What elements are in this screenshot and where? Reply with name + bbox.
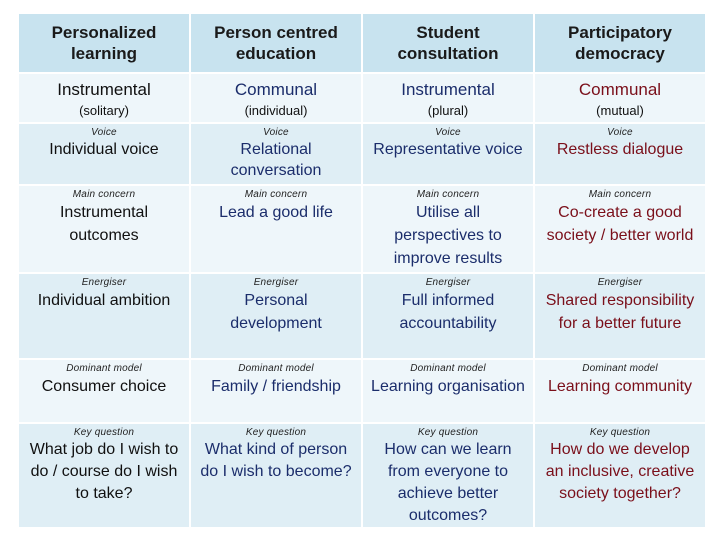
energiser-cell: Energiser Individual ambition xyxy=(17,272,191,360)
type-main: Communal xyxy=(578,80,662,99)
row-label: Main concern xyxy=(244,189,308,200)
cell-value: Individual voice xyxy=(49,141,159,158)
type-sub: (solitary) xyxy=(79,103,129,118)
row-label: Dominant model xyxy=(582,363,658,374)
cell-value: How do we develop an inclusive, creative… xyxy=(545,441,695,502)
main-concern-row: Main concern Instrumental outcomes Main c… xyxy=(17,184,707,274)
row-label: Main concern xyxy=(72,189,136,200)
cell-value: Lead a good life xyxy=(219,204,333,221)
row-label: Voice xyxy=(435,127,461,138)
type-main: Instrumental xyxy=(401,80,495,99)
comparison-table: Personalized learning Person centred edu… xyxy=(17,12,707,529)
header-cell: Student consultation xyxy=(361,12,535,74)
row-label: Voice xyxy=(607,127,633,138)
row-label: Key question xyxy=(245,427,307,438)
row-label: Dominant model xyxy=(410,363,486,374)
type-sub: (plural) xyxy=(427,103,469,118)
cell-value: Learning organisation xyxy=(371,378,525,395)
cell-value: Utilise all perspectives to improve resu… xyxy=(393,204,503,267)
cell-value: Personal development xyxy=(230,292,322,332)
row-label: Key question xyxy=(73,427,135,438)
type-cell: Communal (individual) xyxy=(189,72,363,124)
header-row: Personalized learning Person centred edu… xyxy=(17,12,707,74)
type-main: Communal xyxy=(234,80,318,99)
cell-value: Relational conversation xyxy=(230,141,322,179)
key-question-row: Key question What job do I wish to do / c… xyxy=(17,422,707,529)
type-main: Instrumental xyxy=(57,80,151,99)
cell-value: How can we learn from everyone to achiev… xyxy=(384,441,512,524)
key-question-cell: Key question How do we develop an inclusi… xyxy=(533,422,707,529)
voice-cell: Voice Representative voice xyxy=(361,122,535,186)
cell-value: Full informed accountability xyxy=(399,292,497,332)
header-label: Participatory democracy xyxy=(568,23,672,63)
header-label: Personalized learning xyxy=(51,23,157,63)
voice-row: Voice Individual voice Voice Relational co… xyxy=(17,122,707,186)
dominant-model-row: Dominant model Consumer choice Dominant m… xyxy=(17,358,707,424)
row-label: Voice xyxy=(263,127,289,138)
voice-cell: Voice Individual voice xyxy=(17,122,191,186)
cell-value: Learning community xyxy=(547,378,693,395)
header-label: Student consultation xyxy=(397,23,499,63)
key-question-cell: Key question What job do I wish to do / c… xyxy=(17,422,191,529)
type-cell: Instrumental (solitary) xyxy=(17,72,191,124)
key-question-cell: Key question What kind of person do I wis… xyxy=(189,422,363,529)
concern-cell: Main concern Lead a good life xyxy=(189,184,363,274)
header-cell: Participatory democracy xyxy=(533,12,707,74)
type-cell: Communal (mutual) xyxy=(533,72,707,124)
row-label: Energiser xyxy=(425,277,471,288)
type-row: Instrumental (solitary) Communal (indivi… xyxy=(17,72,707,124)
model-cell: Dominant model Learning community xyxy=(533,358,707,424)
voice-cell: Voice Restless dialogue xyxy=(533,122,707,186)
row-label: Key question xyxy=(589,427,651,438)
concern-cell: Main concern Utilise all perspectives to … xyxy=(361,184,535,274)
key-question-cell: Key question How can we learn from everyo… xyxy=(361,422,535,529)
voice-cell: Voice Relational conversation xyxy=(189,122,363,186)
cell-value: Instrumental outcomes xyxy=(59,204,149,244)
type-sub: (mutual) xyxy=(596,103,644,118)
cell-value: What kind of person do I wish to become? xyxy=(200,441,352,480)
row-label: Key question xyxy=(417,427,479,438)
row-label: Energiser xyxy=(81,277,127,288)
row-label: Energiser xyxy=(253,277,299,288)
cell-value: What job do I wish to do / course do I w… xyxy=(29,441,179,502)
row-label: Dominant model xyxy=(238,363,314,374)
row-label: Dominant model xyxy=(66,363,142,374)
row-label: Main concern xyxy=(416,189,480,200)
cell-value: Representative voice xyxy=(373,141,523,158)
energiser-cell: Energiser Personal development xyxy=(189,272,363,360)
energiser-cell: Energiser Shared responsibility for a bet… xyxy=(533,272,707,360)
row-label: Energiser xyxy=(597,277,643,288)
concern-cell: Main concern Instrumental outcomes xyxy=(17,184,191,274)
concern-cell: Main concern Co-create a good society / b… xyxy=(533,184,707,274)
type-sub: (individual) xyxy=(244,103,308,118)
cell-value: Family / friendship xyxy=(211,378,341,395)
header-cell: Person centred education xyxy=(189,12,363,74)
type-cell: Instrumental (plural) xyxy=(361,72,535,124)
model-cell: Dominant model Family / friendship xyxy=(189,358,363,424)
cell-value: Restless dialogue xyxy=(556,141,684,158)
row-label: Voice xyxy=(91,127,117,138)
cell-value: Shared responsibility for a better futur… xyxy=(545,292,695,332)
row-label: Main concern xyxy=(588,189,652,200)
cell-value: Co-create a good society / better world xyxy=(546,204,694,244)
cell-value: Consumer choice xyxy=(41,378,167,395)
model-cell: Dominant model Learning organisation xyxy=(361,358,535,424)
energiser-cell: Energiser Full informed accountability xyxy=(361,272,535,360)
model-cell: Dominant model Consumer choice xyxy=(17,358,191,424)
cell-value: Individual ambition xyxy=(37,292,171,309)
energiser-row: Energiser Individual ambition Energiser Pe… xyxy=(17,272,707,360)
header-label: Person centred education xyxy=(214,23,338,63)
header-cell: Personalized learning xyxy=(17,12,191,74)
